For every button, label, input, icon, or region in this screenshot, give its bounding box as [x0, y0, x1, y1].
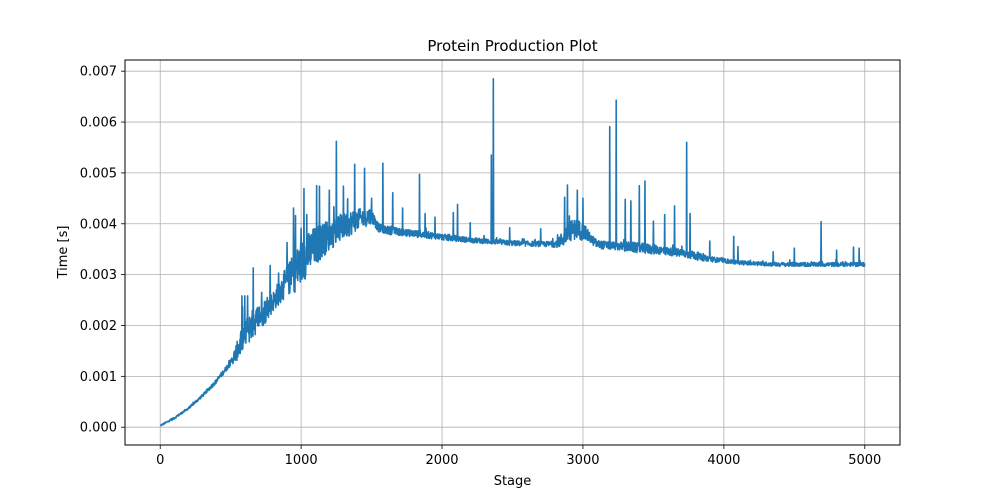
y-axis: 0.000 0.001 0.002 0.003 0.004 0.005 0.006 0.007 — [80, 65, 125, 436]
spike-point — [401, 207, 404, 209]
spike-point — [689, 212, 691, 215]
spike-point — [286, 241, 288, 244]
spike-point — [382, 162, 384, 164]
spike-point — [576, 189, 578, 191]
spike-point — [540, 228, 542, 230]
y-tick-label: 0.004 — [80, 217, 117, 232]
x-axis-label: Stage — [494, 474, 532, 489]
spike-point — [244, 295, 246, 297]
spike-point — [392, 192, 394, 194]
spike-point — [685, 141, 688, 143]
y-tick-label: 0.003 — [80, 268, 117, 283]
spike-point — [424, 212, 426, 215]
spike-point — [630, 200, 632, 202]
spike-point — [820, 221, 822, 223]
x-axis: 0 1000 2000 3000 4000 5000 — [156, 445, 881, 468]
spike-point — [566, 184, 569, 186]
spike-point — [241, 295, 243, 297]
spike-point — [269, 264, 271, 267]
x-tick-label: 4000 — [707, 453, 740, 468]
spike-point — [335, 140, 337, 142]
spike-point — [615, 99, 617, 101]
series-line — [159, 78, 866, 427]
y-tick-label: 0.002 — [80, 319, 117, 334]
spike-point — [418, 173, 421, 176]
spike-point — [664, 214, 666, 216]
x-tick-label: 2000 — [425, 453, 458, 468]
spike-point — [509, 227, 511, 229]
spike-point — [328, 189, 330, 191]
plot-frame — [124, 59, 901, 446]
spike-point — [737, 246, 739, 248]
spike-point — [564, 196, 566, 198]
spike-point — [673, 205, 676, 207]
spike-point — [300, 227, 302, 229]
spike-point — [318, 185, 321, 187]
y-tick-label: 0.007 — [80, 65, 117, 80]
spike-point — [490, 154, 492, 156]
spike-point — [306, 214, 308, 216]
spike-point — [246, 295, 249, 297]
series-group — [159, 78, 866, 427]
spike-point — [456, 203, 459, 206]
spike-point — [316, 185, 318, 187]
grid-lines — [125, 60, 900, 445]
spike-point — [709, 240, 711, 242]
spike-point — [469, 222, 471, 224]
spike-point — [252, 267, 254, 269]
spike-point — [354, 163, 356, 165]
spike-point — [434, 216, 436, 218]
spike-point — [582, 197, 584, 199]
x-tick-label: 0 — [156, 453, 164, 468]
spike-point — [793, 247, 795, 249]
spike-point — [370, 197, 373, 199]
y-axis-label: Time [s] — [56, 226, 71, 280]
spike-point — [609, 126, 611, 128]
spike-point — [303, 188, 305, 190]
spike-point — [292, 207, 294, 209]
spike-point — [652, 220, 655, 222]
spike-point — [452, 211, 454, 214]
spike-point — [858, 247, 860, 249]
spike-point — [347, 198, 349, 200]
y-tick-label: 0.000 — [80, 421, 117, 436]
spike-point — [294, 215, 297, 217]
spike-point — [644, 180, 646, 182]
spike-point — [638, 185, 640, 187]
x-tick-label: 1000 — [285, 453, 318, 468]
chart-title: Protein Production Plot — [427, 37, 597, 55]
spike-point — [733, 235, 735, 238]
spike-point — [835, 249, 838, 251]
spike-point — [492, 78, 494, 80]
y-tick-label: 0.005 — [80, 166, 117, 181]
spike-point — [277, 272, 280, 274]
y-tick-label: 0.001 — [80, 370, 117, 385]
spike-point — [772, 251, 774, 253]
y-tick-label: 0.006 — [80, 116, 117, 131]
spike-point — [624, 198, 626, 200]
x-tick-label: 5000 — [848, 453, 881, 468]
spike-point — [852, 246, 855, 248]
spike-point — [342, 185, 345, 187]
spike-point — [261, 291, 263, 294]
x-tick-label: 3000 — [566, 453, 599, 468]
spike-point — [363, 167, 366, 169]
